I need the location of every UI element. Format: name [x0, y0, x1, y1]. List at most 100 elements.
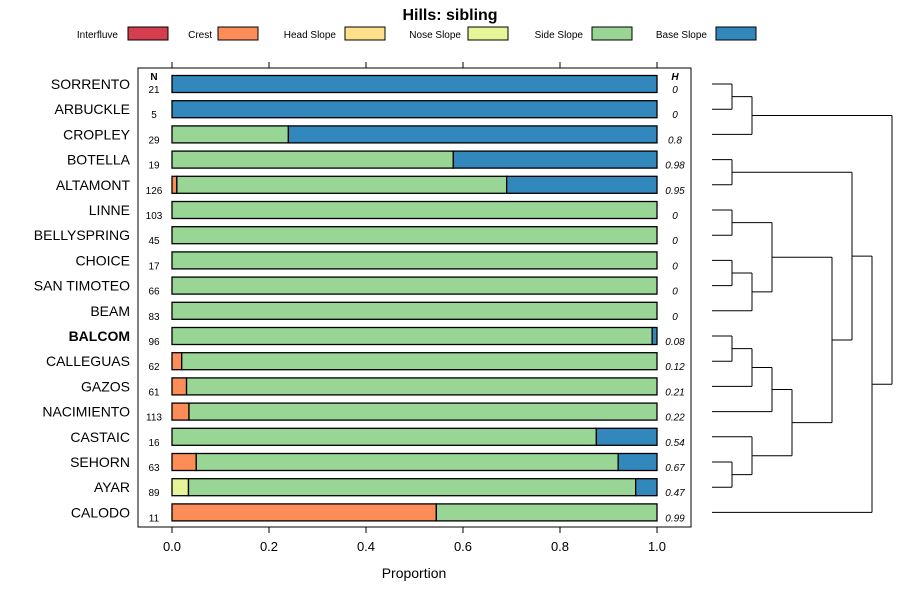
h-value: 0 — [672, 85, 678, 96]
bar-segment-base-slope — [635, 478, 658, 497]
n-value: 89 — [148, 488, 160, 499]
row-botella: BOTELLA 19 0.98 — [67, 150, 685, 172]
row-label: BELLYSPRING — [34, 227, 130, 243]
n-value: 96 — [148, 337, 160, 348]
legend-label-head-slope: Head Slope — [284, 30, 337, 41]
row-label: SORRENTO — [51, 76, 130, 92]
row-castaic: CASTAIC 16 0.54 — [70, 427, 685, 449]
bar-segment-side-slope — [435, 503, 658, 522]
bar-segment-crest — [171, 352, 183, 371]
n-value: 11 — [149, 513, 160, 524]
x-tick-label: 0.2 — [260, 539, 278, 554]
bar-segment-side-slope — [171, 301, 658, 320]
n-value: 63 — [148, 463, 160, 474]
x-axis-title: Proportion — [382, 565, 447, 581]
n-value: 83 — [148, 312, 160, 323]
row-choice: CHOICE 17 0 — [76, 251, 678, 272]
bar-segment-base-slope — [287, 125, 658, 144]
bar-segment-side-slope — [188, 402, 658, 421]
n-value: 113 — [146, 413, 162, 424]
legend-label-nose-slope: Nose Slope — [409, 30, 461, 41]
row-beam: BEAM 83 0 — [90, 301, 678, 323]
plot-frame — [137, 67, 692, 528]
h-value: 0.08 — [665, 337, 685, 348]
row-label: CROPLEY — [63, 126, 131, 142]
row-label: BOTELLA — [67, 152, 131, 168]
row-san-timoteo: SAN TIMOTEO 66 0 — [34, 276, 678, 298]
bar-segment-side-slope — [176, 175, 508, 194]
row-bellyspring: BELLYSPRING 45 0 — [34, 226, 678, 247]
n-value: 126 — [146, 186, 163, 197]
row-nacimiento: NACIMIENTO 113 0.22 — [42, 402, 685, 424]
legend-label-side-slope: Side Slope — [535, 30, 584, 41]
bar-segment-crest — [171, 175, 178, 194]
row-label: SEHORN — [70, 454, 130, 470]
n-value: 62 — [148, 362, 160, 373]
x-tick-label: 1.0 — [648, 539, 666, 554]
x-tick-label: 0.4 — [357, 539, 375, 554]
row-arbuckle: ARBUCKLE 5 0 — [55, 100, 678, 121]
row-gazos: GAZOS 61 0.21 — [81, 377, 685, 398]
row-label: AYAR — [94, 479, 130, 495]
bar-segment-crest — [171, 377, 188, 396]
bar-segment-side-slope — [171, 427, 598, 446]
row-label: CALODO — [71, 504, 130, 520]
legend-swatch-head-slope — [344, 26, 386, 41]
row-linne: LINNE 103 0 — [89, 200, 678, 222]
bar-segment-base-slope — [171, 100, 658, 119]
h-value: 0.22 — [665, 413, 685, 424]
h-value: 0.67 — [665, 463, 685, 474]
row-label: CHOICE — [76, 252, 130, 268]
n-value: 21 — [148, 85, 160, 96]
n-value: 29 — [148, 135, 160, 146]
row-label: ARBUCKLE — [55, 101, 130, 117]
h-column-header: H — [671, 72, 679, 83]
dendrogram — [712, 83, 893, 513]
row-label: ALTAMONT — [56, 177, 131, 193]
row-label: NACIMIENTO — [42, 404, 130, 420]
bar-segment-base-slope — [595, 427, 658, 446]
n-column-header: N — [150, 72, 157, 83]
h-value: 0 — [672, 236, 678, 247]
h-value: 0.99 — [665, 513, 685, 524]
bar-segment-side-slope — [171, 226, 658, 245]
legend-swatch-interfluve — [127, 26, 169, 41]
bar-segment-nose-slope — [171, 478, 190, 497]
n-value: 19 — [148, 161, 160, 172]
h-value: 0.47 — [665, 488, 685, 499]
n-value: 61 — [148, 387, 160, 398]
row-label: GAZOS — [81, 378, 130, 394]
bar-segment-side-slope — [195, 452, 619, 472]
h-value: 0.12 — [665, 362, 685, 373]
x-tick-label: 0.6 — [454, 539, 472, 554]
h-value: 0.54 — [665, 438, 685, 449]
row-calodo: CALODO 11 0.99 — [71, 503, 685, 524]
row-balcom: BALCOM 96 0.08 — [69, 326, 685, 348]
row-label: CALLEGUAS — [46, 353, 130, 369]
bar-segment-side-slope — [171, 150, 454, 169]
n-value: 45 — [148, 236, 160, 247]
bar-segment-base-slope — [617, 452, 658, 472]
n-value: 17 — [148, 261, 160, 272]
legend-label-crest: Crest — [188, 30, 212, 41]
bar-segment-base-slope — [651, 326, 658, 346]
h-value: 0.95 — [665, 186, 685, 197]
h-value: 0.21 — [665, 387, 684, 398]
n-value: 66 — [148, 287, 160, 298]
h-value: 0 — [672, 211, 678, 222]
legend-label-base-slope: Base Slope — [656, 30, 708, 41]
legend-swatch-crest — [217, 26, 259, 41]
h-value: 0 — [672, 110, 678, 121]
bar-segment-crest — [171, 452, 197, 472]
row-label: SAN TIMOTEO — [34, 278, 130, 294]
bar-segment-side-slope — [185, 377, 658, 396]
legend-swatch-base-slope — [715, 26, 757, 41]
x-tick-label: 0.0 — [163, 539, 181, 554]
bar-segment-crest — [171, 402, 190, 421]
n-value: 16 — [148, 438, 160, 449]
x-axis: 0.0 0.2 0.4 0.6 0.8 1.0 — [163, 62, 666, 554]
h-value: 0 — [672, 261, 678, 272]
row-sorrento: SORRENTO 21 0 — [51, 74, 678, 96]
bar-segment-base-slope — [452, 150, 658, 169]
